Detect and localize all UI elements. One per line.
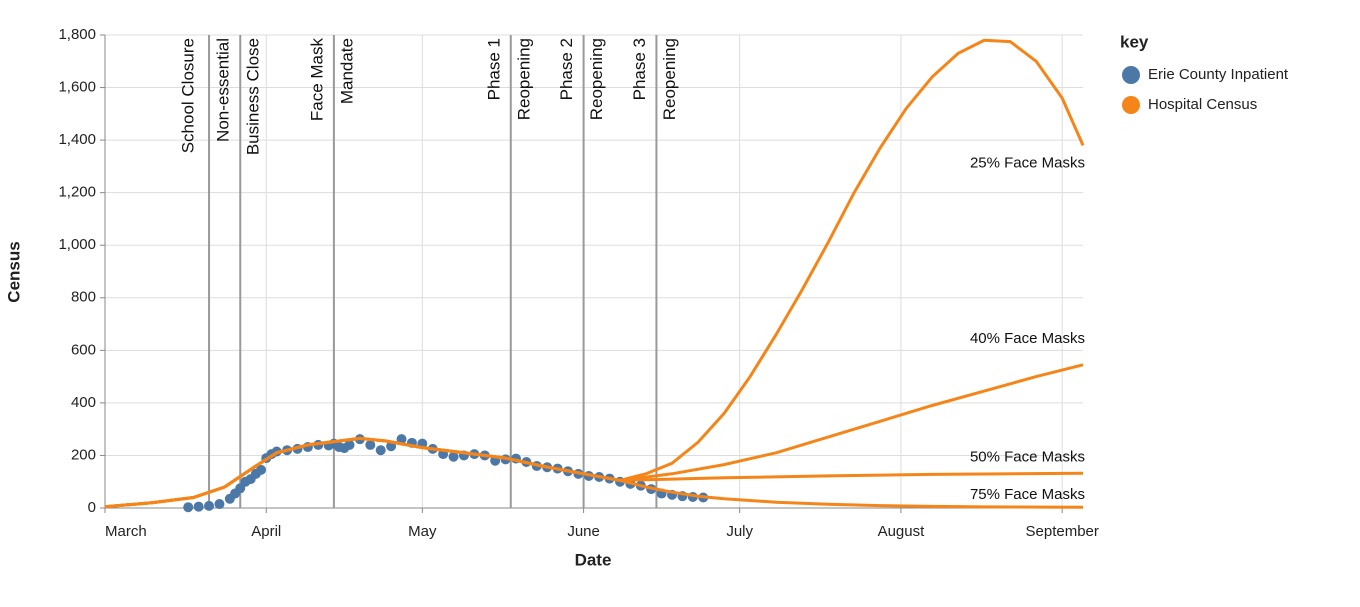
x-tick-label: June bbox=[567, 523, 600, 540]
event-label: Reopening bbox=[587, 38, 606, 120]
legend-swatch bbox=[1122, 66, 1140, 84]
scenario-label: 50% Face Masks bbox=[970, 448, 1085, 465]
y-tick-label: 0 bbox=[88, 499, 96, 516]
event-label: Phase 2 bbox=[557, 38, 576, 100]
x-tick-label: March bbox=[105, 523, 147, 540]
y-tick-label: 400 bbox=[71, 394, 96, 411]
x-axis-title: Date bbox=[575, 550, 612, 569]
inpatient-point bbox=[344, 439, 355, 450]
x-tick-label: May bbox=[408, 523, 437, 540]
scenario-label: 25% Face Masks bbox=[970, 154, 1085, 171]
y-tick-label: 800 bbox=[71, 289, 96, 306]
event-label: Reopening bbox=[660, 38, 679, 120]
inpatient-point bbox=[396, 434, 407, 445]
y-tick-label: 1,400 bbox=[58, 131, 96, 148]
inpatient-point bbox=[204, 500, 215, 511]
event-label: Reopening bbox=[514, 38, 533, 120]
y-tick-label: 1,600 bbox=[58, 79, 96, 96]
x-tick-label: April bbox=[251, 523, 281, 540]
event-label: Face Mask bbox=[307, 38, 326, 122]
event-label: Mandate bbox=[337, 38, 356, 104]
y-tick-label: 200 bbox=[71, 446, 96, 463]
y-tick-label: 1,000 bbox=[58, 236, 96, 253]
inpatient-point bbox=[375, 445, 386, 456]
inpatient-point bbox=[256, 464, 267, 475]
census-line bbox=[104, 363, 1084, 509]
scenario-label: 75% Face Masks bbox=[970, 486, 1085, 503]
legend-label: Hospital Census bbox=[1148, 96, 1257, 113]
event-label: Phase 3 bbox=[630, 38, 649, 100]
x-tick-label: September bbox=[1026, 523, 1099, 540]
inpatient-point bbox=[214, 499, 225, 510]
event-label: Business Close bbox=[244, 38, 263, 155]
event-label: Non-essential bbox=[214, 38, 233, 142]
y-tick-label: 1,200 bbox=[58, 184, 96, 201]
inpatient-point bbox=[448, 451, 459, 462]
inpatient-point bbox=[183, 502, 194, 513]
x-tick-label: August bbox=[878, 523, 926, 540]
event-label: Phase 1 bbox=[484, 38, 503, 100]
x-tick-label: July bbox=[726, 523, 753, 540]
inpatient-point bbox=[193, 501, 204, 512]
census-line bbox=[104, 436, 1084, 509]
legend-title: key bbox=[1120, 32, 1149, 51]
y-axis-title: Census bbox=[4, 241, 23, 302]
legend-label: Erie County Inpatient bbox=[1148, 66, 1289, 83]
scenario-label: 40% Face Masks bbox=[970, 330, 1085, 347]
y-tick-label: 1,800 bbox=[58, 26, 96, 43]
event-label: School Closure bbox=[179, 38, 198, 153]
y-tick-label: 600 bbox=[71, 341, 96, 358]
inpatient-point bbox=[365, 439, 376, 450]
legend-swatch bbox=[1122, 96, 1140, 114]
